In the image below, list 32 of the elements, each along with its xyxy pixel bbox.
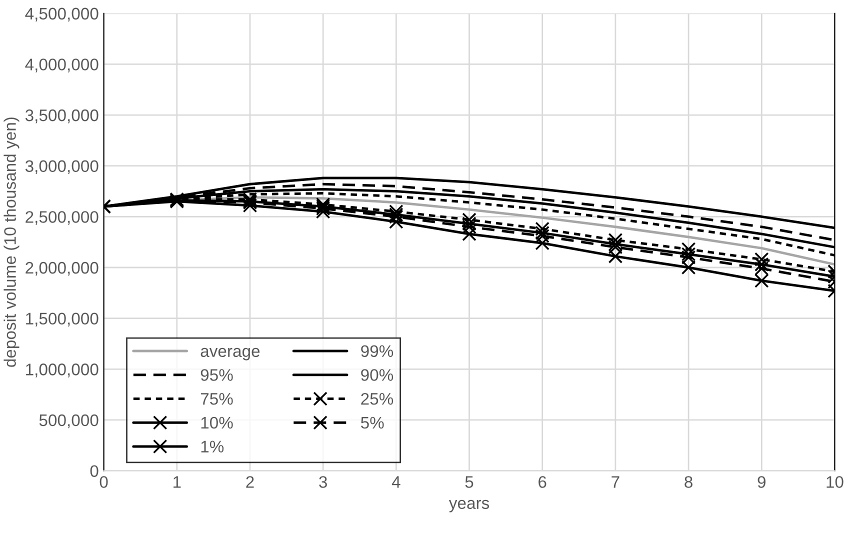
y-tick-label: 500,000	[39, 414, 98, 428]
y-tick-label: 1,000,000	[26, 364, 98, 378]
y-tick-label: 1,500,000	[26, 312, 98, 326]
x-tick-label: 8	[684, 476, 692, 488]
x-axis-title: years	[448, 500, 490, 512]
legend-label: 5%	[360, 416, 384, 429]
y-axis-title: deposit volume (10 thousand yen)	[4, 118, 20, 367]
x-tick-label: 1	[174, 476, 181, 488]
legend-label: 1%	[201, 440, 224, 452]
x-tick-label: 9	[758, 476, 766, 488]
legend-label: 75%	[200, 393, 233, 405]
y-tick-label: 4,000,000	[25, 58, 98, 72]
x-tick-label: 3	[319, 476, 327, 488]
y-tick-label: 4,500,000	[25, 8, 98, 22]
legend-label: 25%	[361, 392, 394, 405]
legend-label: 99%	[361, 345, 394, 358]
x-tick-label: 5	[465, 476, 474, 488]
x-tick-label: 0	[100, 476, 108, 488]
x-tick-label: 7	[612, 476, 620, 488]
legend-label: 90%	[361, 369, 394, 381]
x-tick-label: 6	[538, 476, 546, 488]
legend-label: 10%	[201, 416, 233, 429]
x-tick-label: 4	[392, 476, 400, 488]
y-tick-label: 0	[90, 465, 98, 478]
y-tick-label: 3,000,000	[25, 160, 98, 174]
x-tick-label: 2	[246, 476, 254, 488]
y-tick-label: 2,500,000	[26, 211, 98, 225]
legend-label: average	[200, 348, 260, 360]
y-tick-label: 3,500,000	[25, 109, 98, 124]
x-tick-label: 10	[826, 476, 844, 488]
legend-label: 95%	[200, 369, 233, 381]
y-tick-label: 2,000,000	[26, 262, 98, 276]
